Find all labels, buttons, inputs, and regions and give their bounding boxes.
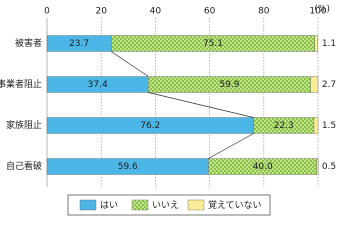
x-tick-label: 100 bbox=[309, 7, 326, 17]
data-label: 22.3 bbox=[274, 121, 294, 131]
legend-box bbox=[67, 194, 271, 216]
x-tick-label: 0 bbox=[44, 7, 50, 17]
chart: (%) 0 20 40 60 80 100 被害者 23.7 75.1 1.1 事業者阻止 37.4 5… bbox=[0, 5, 336, 216]
data-label: 23.7 bbox=[69, 39, 89, 49]
legend-label: はい bbox=[100, 200, 118, 211]
legend-label: いいえ bbox=[152, 200, 179, 211]
bar-segment bbox=[314, 35, 318, 52]
legend-swatch bbox=[79, 199, 97, 211]
data-label: 40.0 bbox=[253, 162, 273, 172]
data-label: 76.2 bbox=[140, 121, 160, 131]
bar-segment bbox=[313, 117, 319, 134]
y-tick-label: 自己看破 bbox=[6, 160, 42, 172]
connector bbox=[111, 51, 149, 77]
y-tick-label: 家族阻止 bbox=[6, 119, 42, 131]
data-label: 75.1 bbox=[203, 39, 223, 49]
bar-segment bbox=[316, 158, 319, 175]
legend-label: 覚えていない bbox=[208, 199, 262, 211]
bar-segment bbox=[310, 76, 319, 93]
x-tick-label: 20 bbox=[95, 7, 107, 17]
data-label: 2.7 bbox=[322, 80, 336, 90]
data-label: 0.5 bbox=[322, 162, 336, 172]
y-tick-label: 被害者 bbox=[15, 37, 42, 49]
legend-swatch bbox=[131, 199, 149, 211]
x-tick-label: 40 bbox=[150, 7, 162, 17]
y-tick-label: 事業者阻止 bbox=[0, 78, 42, 90]
axis-unit: (%) bbox=[314, 5, 330, 15]
data-label: 59.9 bbox=[219, 80, 239, 90]
connector bbox=[148, 92, 254, 118]
data-label: 1.1 bbox=[322, 39, 336, 49]
data-label: 37.4 bbox=[88, 80, 108, 90]
data-label: 1.5 bbox=[322, 121, 336, 131]
x-tick-label: 80 bbox=[258, 7, 270, 17]
connector bbox=[208, 133, 254, 159]
legend-swatch bbox=[187, 199, 205, 211]
x-tick-label: 60 bbox=[204, 7, 216, 17]
data-label: 59.6 bbox=[118, 162, 138, 172]
